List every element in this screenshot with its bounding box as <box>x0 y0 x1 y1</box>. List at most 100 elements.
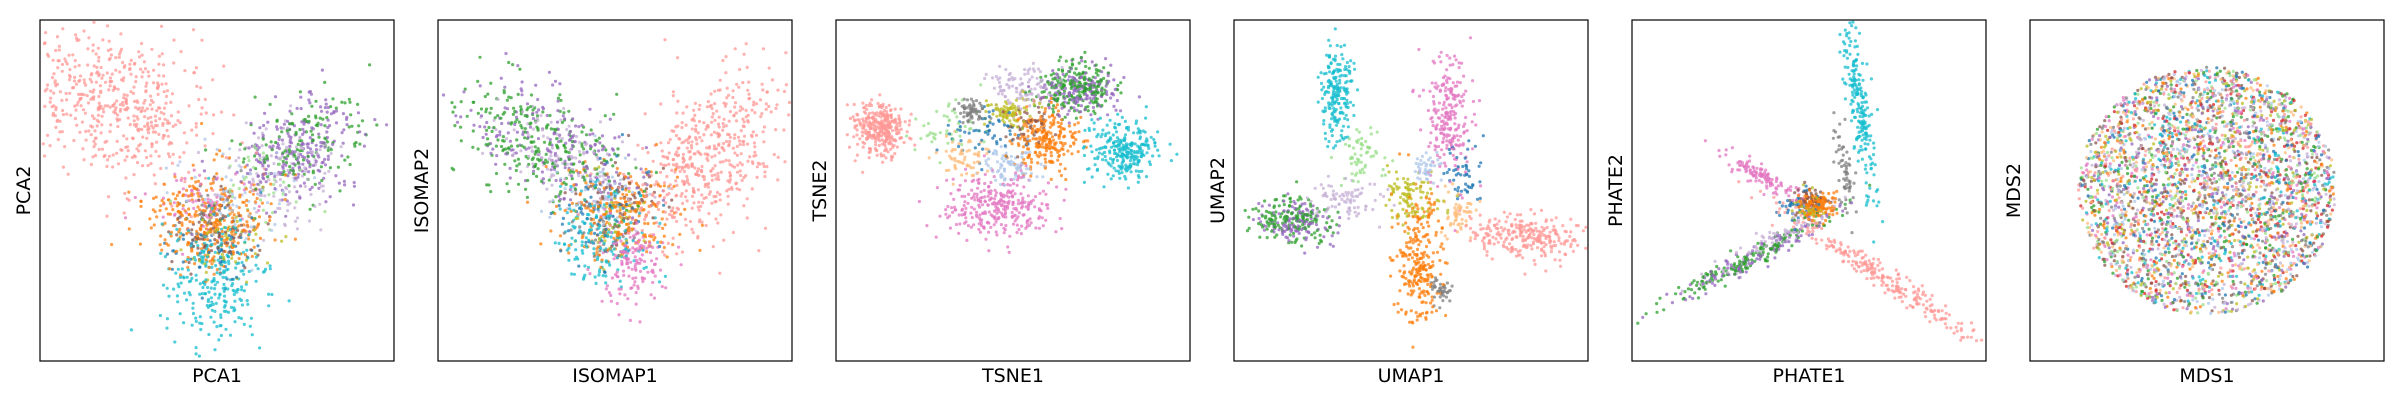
data-point <box>197 220 201 224</box>
data-point <box>604 173 608 177</box>
data-point <box>50 76 55 80</box>
data-point <box>893 107 897 111</box>
x-axis-label-isomap: ISOMAP1 <box>572 365 658 387</box>
data-point <box>584 185 588 189</box>
data-point <box>239 232 243 236</box>
data-point <box>991 112 995 116</box>
data-point <box>507 60 511 65</box>
data-point <box>634 268 638 272</box>
data-point <box>328 166 332 170</box>
data-point <box>523 127 527 131</box>
data-point <box>725 96 729 100</box>
data-point <box>145 136 149 140</box>
data-point <box>149 115 153 119</box>
data-point <box>711 112 715 116</box>
data-point <box>54 48 58 53</box>
data-point <box>626 297 630 301</box>
data-point <box>758 162 762 166</box>
data-point <box>234 226 238 230</box>
data-point <box>1111 174 1115 178</box>
data-point <box>1029 201 1033 205</box>
data-point <box>245 280 249 284</box>
data-point <box>284 214 288 218</box>
data-point <box>317 155 321 159</box>
data-point <box>136 117 140 121</box>
data-point <box>636 200 640 205</box>
data-point <box>755 165 760 169</box>
data-point <box>1003 144 1007 148</box>
data-point <box>158 106 162 110</box>
data-point <box>303 166 307 170</box>
data-point <box>248 168 253 172</box>
data-point <box>501 149 505 153</box>
data-point <box>215 147 219 152</box>
data-point <box>161 283 166 287</box>
data-point <box>715 190 720 195</box>
data-point <box>526 135 530 139</box>
data-point <box>177 202 181 206</box>
data-point <box>219 315 223 320</box>
data-point <box>685 180 690 184</box>
data-point <box>677 245 681 249</box>
data-point <box>193 236 197 240</box>
data-point <box>641 279 645 284</box>
data-point <box>705 105 709 109</box>
data-point <box>593 134 597 138</box>
data-point <box>264 220 268 224</box>
data-point <box>1036 161 1040 165</box>
data-point <box>326 157 330 161</box>
data-point <box>658 193 662 198</box>
data-point <box>274 180 278 184</box>
data-point <box>624 254 628 258</box>
data-point <box>217 338 221 342</box>
data-point <box>295 216 300 220</box>
data-point <box>84 83 88 87</box>
data-point <box>318 202 322 206</box>
data-point <box>618 208 622 212</box>
data-point <box>1002 167 1007 171</box>
data-point <box>554 128 558 132</box>
data-point <box>573 257 577 261</box>
data-point <box>276 173 280 177</box>
data-point <box>1094 63 1098 67</box>
data-point <box>985 151 989 155</box>
data-point <box>341 112 345 116</box>
data-point <box>605 178 609 182</box>
data-point <box>546 149 550 153</box>
data-point <box>275 150 279 155</box>
data-point <box>226 203 230 207</box>
data-point <box>64 91 68 96</box>
data-point <box>563 159 567 163</box>
data-point <box>77 63 81 68</box>
data-point <box>92 139 96 143</box>
data-point <box>895 145 900 149</box>
data-point <box>261 238 266 242</box>
data-point <box>212 212 216 216</box>
data-point <box>242 322 246 326</box>
data-point <box>964 216 968 220</box>
data-point <box>118 52 122 56</box>
data-point <box>687 150 691 154</box>
data-point <box>89 133 93 137</box>
data-point <box>314 159 318 164</box>
data-point <box>521 132 525 137</box>
data-point <box>223 206 227 210</box>
data-point <box>247 180 251 184</box>
data-point <box>764 107 768 111</box>
data-point <box>653 183 657 187</box>
data-point <box>648 241 652 245</box>
data-point <box>625 241 629 245</box>
data-point <box>257 136 261 140</box>
data-point <box>471 129 475 133</box>
data-point <box>485 183 489 187</box>
data-point <box>107 195 111 199</box>
data-point <box>194 122 198 126</box>
data-point <box>508 139 512 143</box>
data-point <box>233 196 237 200</box>
data-point <box>531 127 535 131</box>
data-point <box>100 147 104 151</box>
data-point <box>1107 131 1111 135</box>
data-point <box>191 28 196 32</box>
data-point <box>206 299 210 304</box>
data-point <box>614 239 618 243</box>
